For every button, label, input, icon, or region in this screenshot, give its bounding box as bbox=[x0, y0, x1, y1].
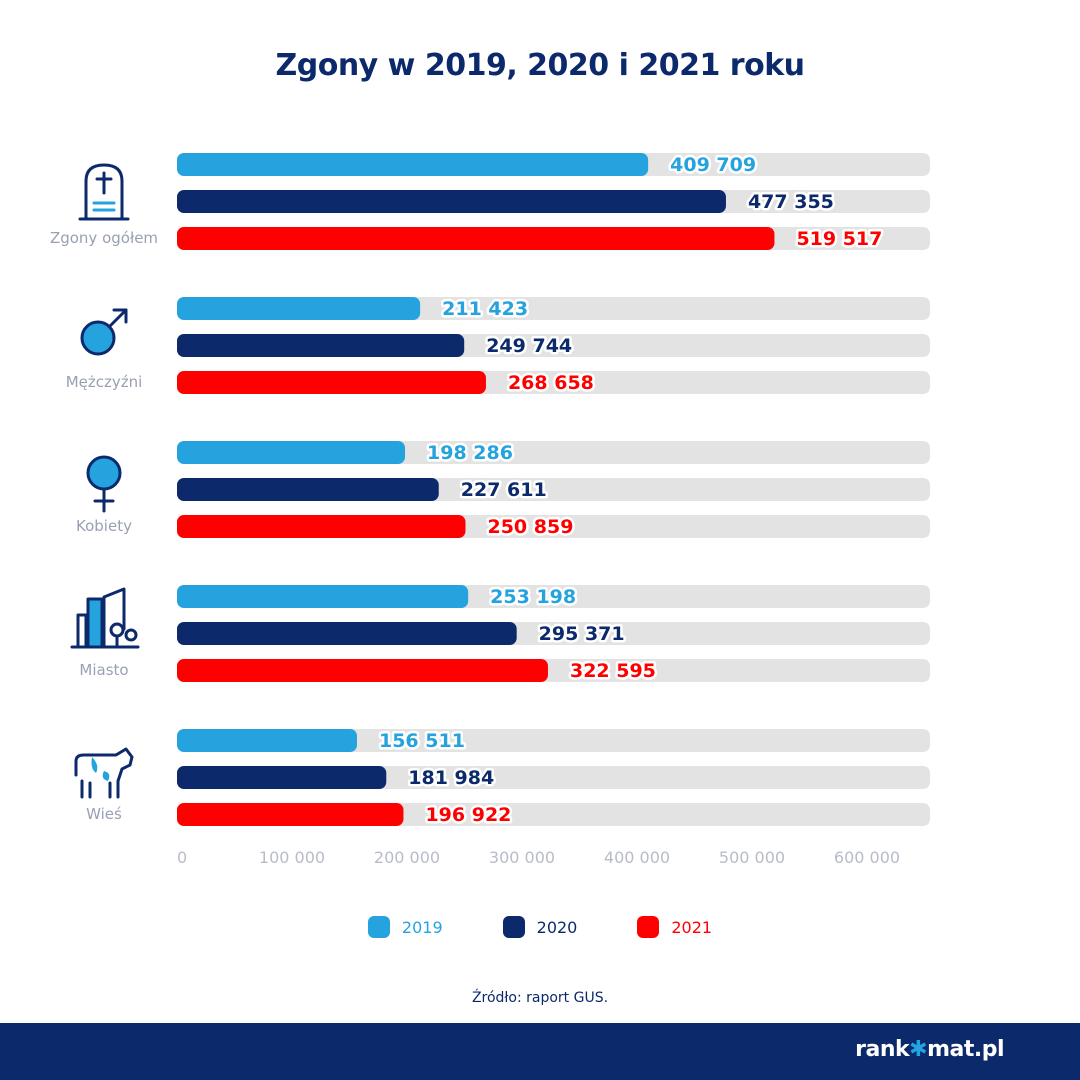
legend-swatch bbox=[502, 916, 525, 938]
footer-bar: rank✱mat.pl bbox=[0, 1023, 1080, 1080]
brand-name-left: rank bbox=[855, 1037, 910, 1062]
category-label: Zgony ogółem bbox=[50, 229, 158, 247]
bar-2019 bbox=[177, 297, 421, 320]
bar-chart: 409 709 477 355 519 517 Zgony ogółem 211 423… bbox=[50, 152, 930, 867]
data-label: 519 517 bbox=[796, 228, 882, 250]
data-label: 477 355 bbox=[748, 191, 834, 213]
data-label: 409 709 bbox=[670, 154, 756, 176]
bar-2021 bbox=[177, 371, 486, 394]
star-icon: ✱ bbox=[909, 1037, 928, 1062]
source-note: Źródło: raport GUS. bbox=[471, 990, 609, 1006]
data-label: 295 371 bbox=[539, 623, 625, 645]
legend-item-2019: 2019 bbox=[367, 916, 443, 938]
data-label: 249 744 bbox=[486, 335, 572, 357]
bar-2020 bbox=[177, 766, 387, 789]
x-tick-label: 500 000 bbox=[719, 848, 785, 867]
x-tick-label: 0 bbox=[177, 848, 187, 867]
bar-2020 bbox=[177, 478, 439, 501]
category-label: Wieś bbox=[86, 805, 122, 823]
bar-2021 bbox=[177, 803, 404, 826]
x-tick-label: 100 000 bbox=[259, 848, 325, 867]
x-tick-label: 300 000 bbox=[489, 848, 555, 867]
data-label: 198 286 bbox=[427, 442, 513, 464]
legend-label: 2019 bbox=[401, 917, 443, 937]
chart-title: Zgony w 2019, 2020 i 2021 roku bbox=[275, 48, 805, 83]
data-label: 227 611 bbox=[461, 479, 547, 501]
legend: 2019 2020 2021 bbox=[0, 916, 1080, 938]
data-label: 253 198 bbox=[490, 586, 576, 608]
bar-2019 bbox=[177, 729, 357, 752]
data-label: 196 922 bbox=[425, 804, 511, 826]
legend-swatch bbox=[367, 916, 390, 938]
female-symbol-icon bbox=[86, 455, 122, 513]
legend-swatch bbox=[637, 916, 660, 938]
data-label: 268 658 bbox=[508, 372, 594, 394]
bar-2020 bbox=[177, 190, 726, 213]
data-label: 211 423 bbox=[442, 298, 528, 320]
legend-item-2020: 2020 bbox=[502, 916, 578, 938]
category-label: Kobiety bbox=[76, 517, 132, 535]
bar-2021 bbox=[177, 659, 548, 682]
category-label: Mężczyźni bbox=[66, 373, 143, 391]
category-label: Miasto bbox=[79, 661, 128, 679]
x-tick-label: 600 000 bbox=[834, 848, 900, 867]
data-label: 181 984 bbox=[408, 767, 494, 789]
x-tick-label: 400 000 bbox=[604, 848, 670, 867]
bar-2020 bbox=[177, 334, 465, 357]
gravestone-icon bbox=[78, 163, 130, 221]
bar-2019 bbox=[177, 585, 469, 608]
x-tick-label: 200 000 bbox=[374, 848, 440, 867]
bar-2021 bbox=[177, 515, 466, 538]
brand-logo[interactable]: rank✱mat.pl bbox=[855, 1037, 1004, 1062]
bar-2021 bbox=[177, 227, 775, 250]
legend-item-2021: 2021 bbox=[637, 916, 712, 938]
male-symbol-icon bbox=[80, 308, 128, 356]
cow-icon bbox=[74, 747, 134, 799]
brand-name-right: mat.pl bbox=[927, 1037, 1004, 1062]
city-icon bbox=[70, 587, 140, 649]
bar-2019 bbox=[177, 441, 406, 464]
data-label: 250 859 bbox=[487, 516, 573, 538]
data-label: 322 595 bbox=[570, 660, 656, 682]
bar-2019 bbox=[177, 153, 649, 176]
bar-2020 bbox=[177, 622, 517, 645]
legend-label: 2020 bbox=[536, 917, 578, 937]
legend-label: 2021 bbox=[671, 917, 713, 937]
data-label: 156 511 bbox=[379, 730, 465, 752]
bar-track bbox=[177, 729, 930, 752]
